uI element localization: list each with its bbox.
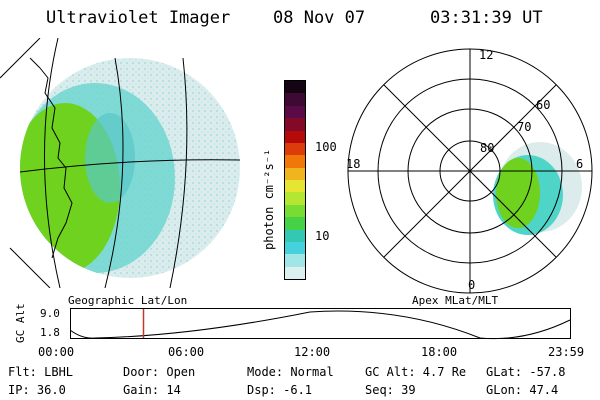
colorbar-swatch — [285, 142, 305, 156]
status-mode: Mode: Normal — [247, 365, 334, 379]
geographic-image[interactable] — [0, 38, 250, 288]
colorbar-swatch — [285, 105, 305, 119]
status-ip: IP: 36.0 — [8, 383, 66, 397]
mlt-label-18: 18 — [346, 157, 360, 171]
status-seq: Seq: 39 — [365, 383, 416, 397]
status-door: Door: Open — [123, 365, 196, 379]
aurora-emission — [20, 58, 240, 278]
status-glon: GLon: 47.4 — [486, 383, 559, 397]
mlt-label-0: 0 — [468, 278, 475, 292]
colorbar-swatch — [285, 254, 305, 267]
altitude-axis-label: GC Alt — [14, 303, 27, 343]
colorbar-swatch — [285, 217, 305, 230]
mlt-label-6: 6 — [576, 157, 583, 171]
lat-label-60: 60 — [536, 98, 550, 112]
colorbar-swatch — [285, 93, 305, 106]
lat-lon-grid — [0, 38, 241, 288]
status-flt: Flt: LBHL — [8, 365, 74, 379]
colorbar-swatch — [285, 204, 305, 218]
lat-label-80: 80 — [480, 141, 494, 155]
colorbar-swatch — [285, 130, 305, 143]
colorbar-unit-label: photon cm⁻²s⁻¹ — [262, 148, 276, 250]
status-dsp: Dsp: -6.1 — [247, 383, 313, 397]
colorbar — [284, 80, 306, 280]
altitude-plot[interactable] — [70, 308, 572, 340]
time-tick-0600: 06:00 — [168, 345, 205, 359]
colorbar-swatch — [285, 167, 305, 180]
colorbar-tick-100: 100 — [315, 140, 337, 154]
altitude-tick-high: 9.0 — [40, 307, 60, 320]
status-gain: Gain: 14 — [123, 383, 181, 397]
colorbar-swatch — [285, 241, 305, 255]
right-panel-caption: Apex MLat/MLT — [412, 294, 499, 307]
altitude-tick-low: 1.8 — [40, 326, 60, 339]
date-label: 08 Nov 07 — [273, 8, 366, 28]
colorbar-tick-10: 10 — [315, 229, 330, 243]
polar-grid — [347, 48, 593, 294]
app-title: Ultraviolet Imager — [46, 8, 231, 28]
mlt-label-12: 12 — [479, 48, 493, 62]
status-gc-alt: GC Alt: 4.7 Re — [365, 365, 467, 379]
colorbar-swatch — [285, 81, 305, 94]
colorbar-swatch — [285, 180, 305, 193]
colorbar-swatch — [285, 229, 305, 242]
colorbar-swatch — [285, 192, 305, 205]
time-tick-2359: 23:59 — [548, 345, 585, 359]
time-tick-1200: 12:00 — [294, 345, 331, 359]
lat-label-70: 70 — [517, 120, 531, 134]
colorbar-swatch — [285, 155, 305, 168]
status-glat: GLat: -57.8 — [486, 365, 566, 379]
time-tick-0000: 00:00 — [38, 345, 75, 359]
coastline — [39, 67, 73, 259]
left-panel-caption: Geographic Lat/Lon — [68, 294, 188, 307]
polar-plot[interactable]: 12 18 6 0 80 70 60 — [340, 45, 600, 295]
altitude-curve — [70, 310, 571, 340]
colorbar-swatch — [285, 118, 305, 131]
colorbar-swatch — [285, 266, 305, 279]
time-tick-1800: 18:00 — [421, 345, 458, 359]
time-label: 03:31:39 UT — [430, 8, 543, 28]
